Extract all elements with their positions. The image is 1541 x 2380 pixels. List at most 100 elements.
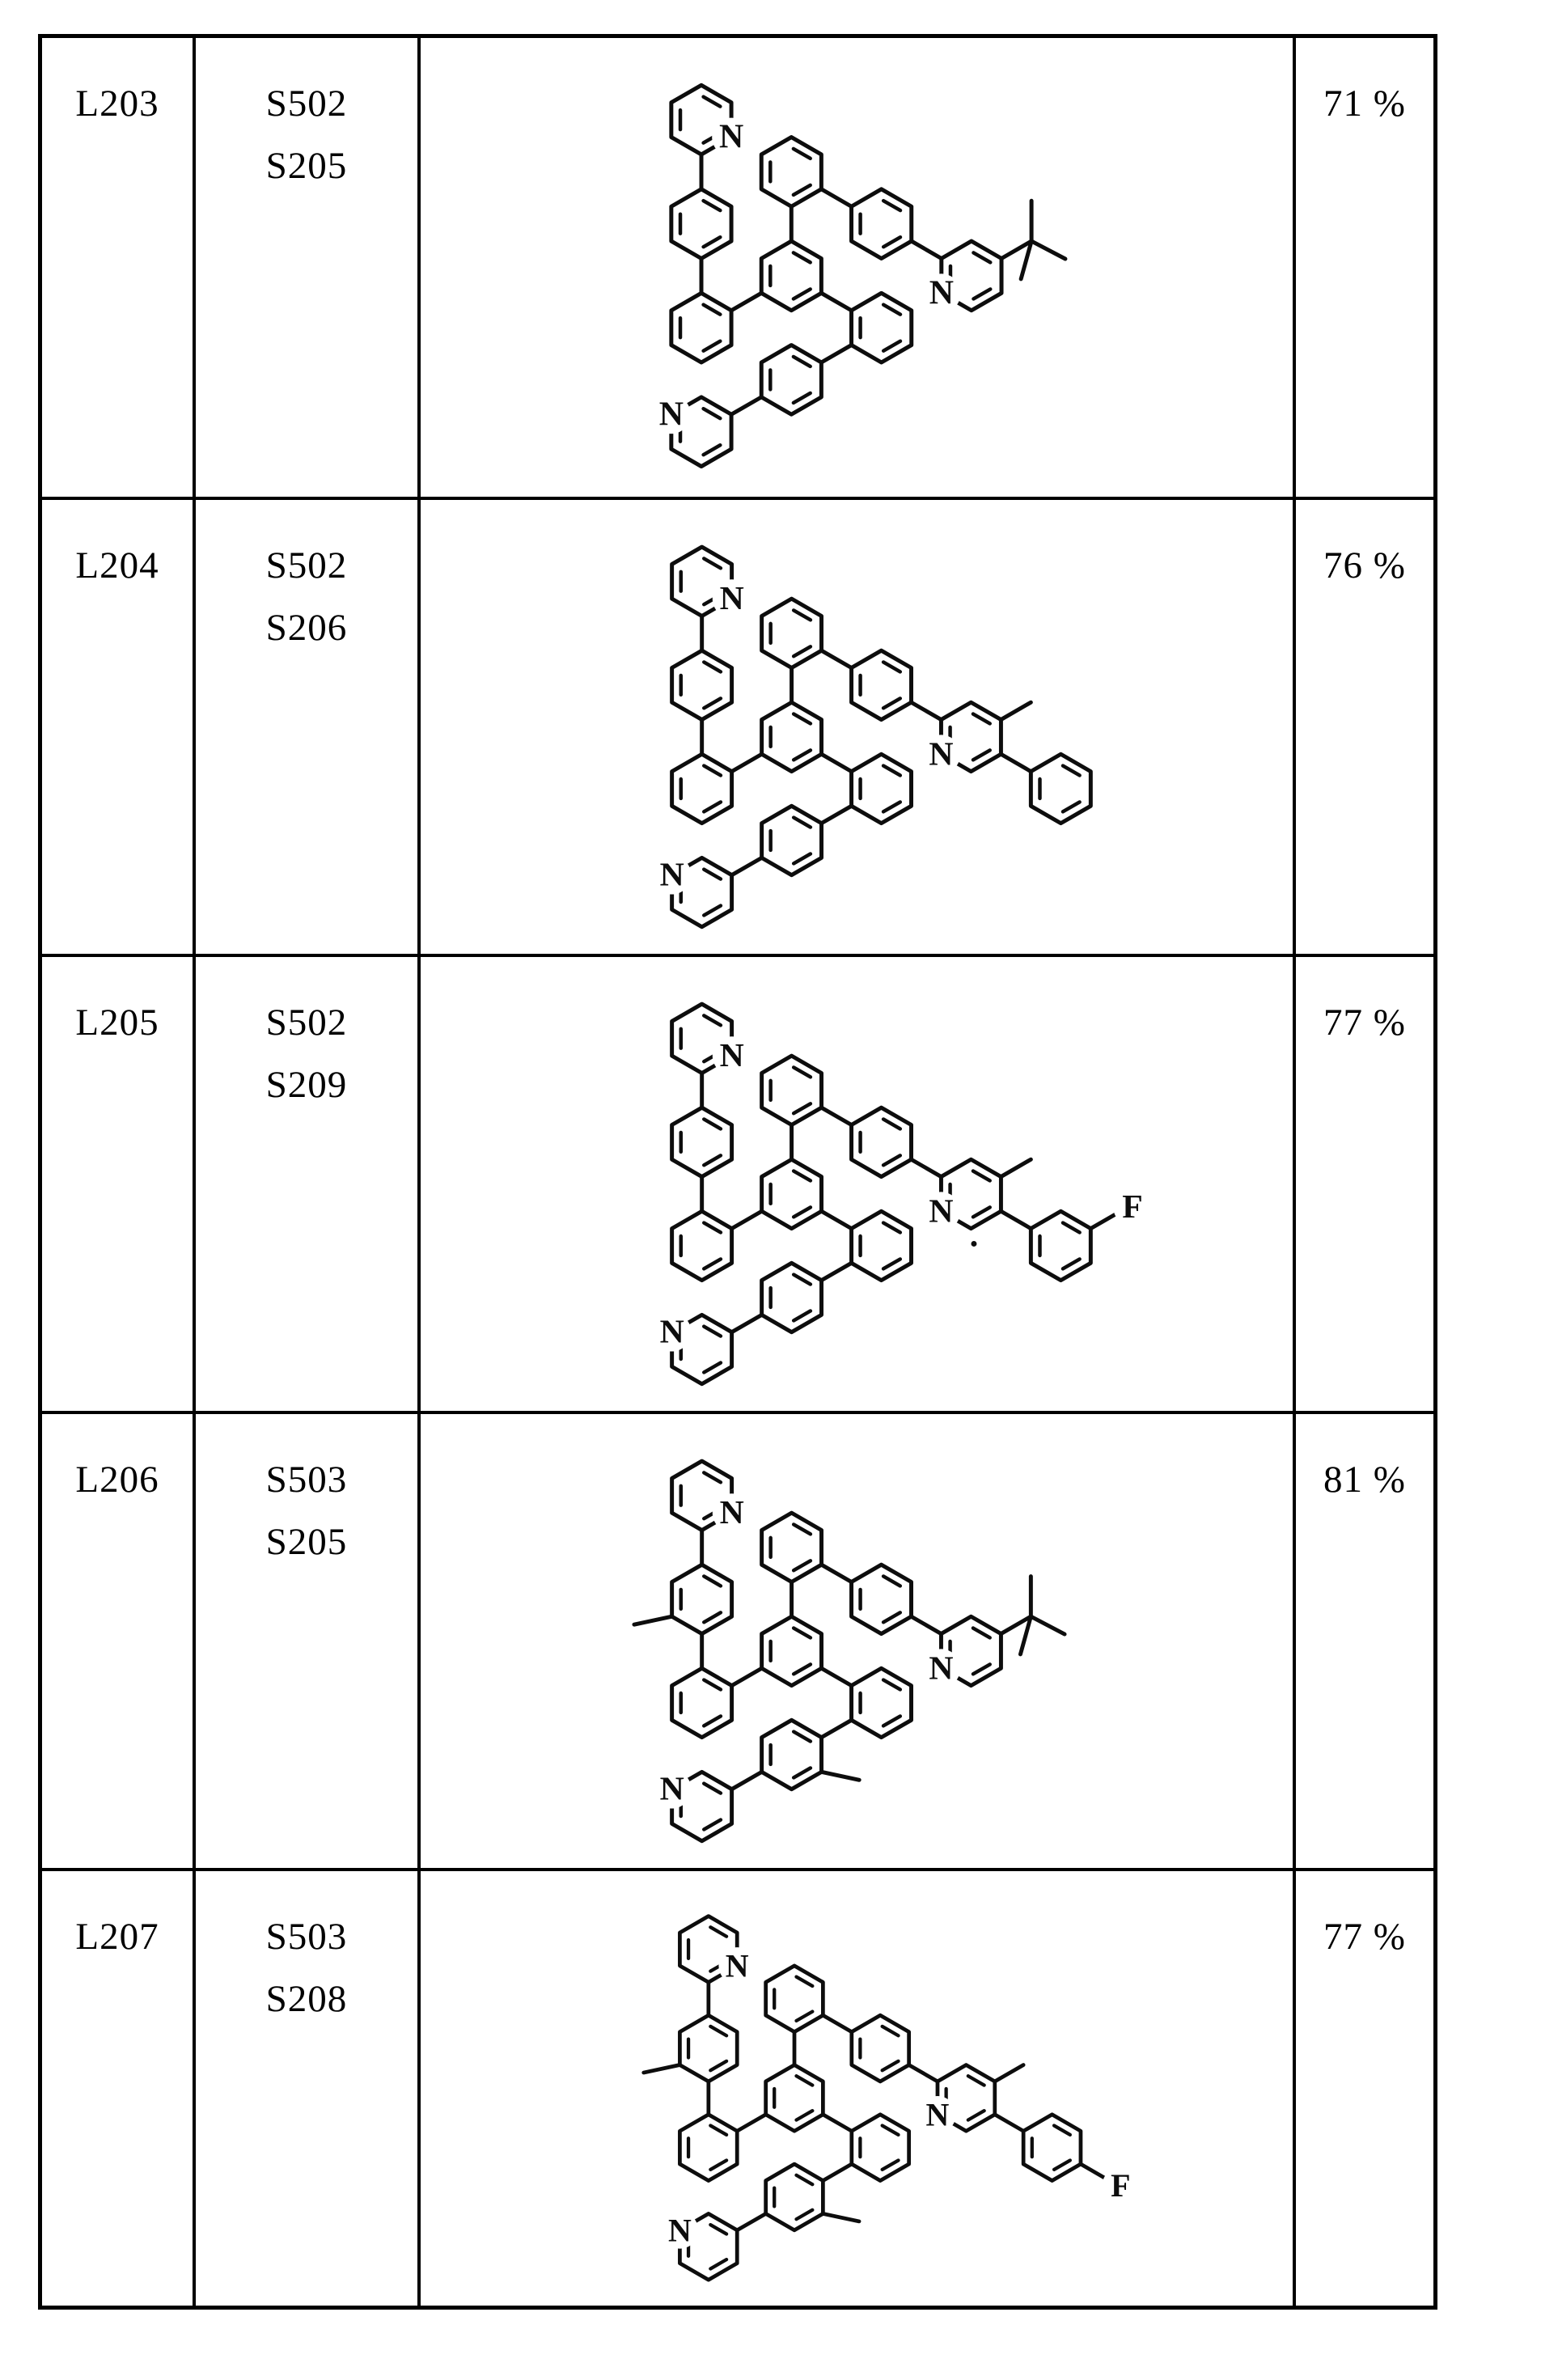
bond bbox=[729, 395, 764, 417]
bond bbox=[791, 1065, 813, 1079]
bond bbox=[1029, 239, 1068, 261]
bond bbox=[880, 2158, 900, 2172]
benzene-ring bbox=[760, 1717, 823, 1792]
yield-cell: 76 % bbox=[1296, 500, 1433, 957]
bond bbox=[791, 1273, 813, 1286]
bond bbox=[791, 1522, 813, 1536]
reactant-id: S206 bbox=[265, 607, 348, 649]
bond bbox=[972, 287, 993, 301]
label-mask bbox=[712, 579, 751, 618]
bond bbox=[971, 1169, 992, 1183]
structure-drawing-L204: N N N bbox=[652, 544, 1093, 930]
bond bbox=[730, 1312, 764, 1335]
reactants-cell: S503 S205 bbox=[196, 1414, 421, 1871]
bond bbox=[791, 1730, 813, 1743]
print-dot bbox=[971, 1240, 977, 1247]
bond bbox=[1060, 1257, 1082, 1271]
benzene-ring bbox=[760, 596, 823, 671]
structure-cell: N N N bbox=[421, 1414, 1296, 1871]
bond bbox=[1088, 1211, 1120, 1231]
structure-drawing-L205: F N N N bbox=[652, 1002, 1152, 1387]
bond bbox=[998, 1209, 1033, 1231]
benzene-ring bbox=[849, 648, 914, 722]
benzene-ring bbox=[669, 290, 734, 365]
bond bbox=[735, 2212, 768, 2233]
bond bbox=[881, 1154, 903, 1167]
bond bbox=[880, 2059, 900, 2073]
bond bbox=[794, 2109, 815, 2122]
benzene-ring bbox=[759, 239, 823, 313]
bond bbox=[881, 1714, 903, 1728]
bond bbox=[819, 752, 854, 774]
bond bbox=[791, 1309, 813, 1323]
bond bbox=[819, 1209, 854, 1231]
label-mask bbox=[652, 1769, 692, 1809]
bond bbox=[702, 660, 723, 674]
bond bbox=[632, 1614, 675, 1627]
label-mask bbox=[921, 1649, 961, 1688]
bond bbox=[791, 645, 813, 659]
bond bbox=[880, 2124, 900, 2137]
bond bbox=[794, 1975, 815, 1988]
bond bbox=[702, 1257, 723, 1271]
bond bbox=[641, 2063, 682, 2075]
nitrogen-label: N bbox=[660, 1314, 684, 1351]
bond bbox=[881, 1117, 903, 1131]
bond bbox=[909, 239, 944, 260]
bond bbox=[709, 2059, 729, 2073]
benzene-ring bbox=[760, 700, 823, 774]
bond bbox=[730, 1769, 764, 1792]
bond bbox=[735, 2112, 768, 2133]
bond bbox=[794, 2074, 815, 2087]
benzene-ring bbox=[764, 2063, 825, 2133]
bond bbox=[819, 1105, 854, 1128]
bond bbox=[791, 183, 812, 197]
ligand-id: L205 bbox=[75, 1002, 159, 1044]
bond bbox=[791, 287, 812, 301]
bond bbox=[819, 343, 854, 365]
bond bbox=[971, 1205, 992, 1219]
bond bbox=[881, 198, 903, 213]
bond bbox=[1060, 800, 1082, 814]
bond bbox=[998, 1614, 1033, 1637]
reactants-cell: S503 S208 bbox=[196, 1871, 421, 2306]
bond bbox=[819, 803, 854, 826]
bond bbox=[820, 2013, 854, 2035]
bond bbox=[701, 303, 722, 316]
benzene-ring bbox=[849, 290, 914, 365]
bond bbox=[702, 1221, 723, 1234]
bond bbox=[881, 339, 903, 353]
nitrogen-label: N bbox=[929, 274, 954, 311]
bond bbox=[820, 2212, 862, 2224]
bond bbox=[702, 1361, 723, 1374]
label-mask bbox=[661, 2212, 699, 2249]
bond bbox=[819, 1562, 854, 1585]
benzene-ring bbox=[670, 1002, 735, 1075]
bond bbox=[909, 1157, 943, 1179]
bond bbox=[702, 1818, 723, 1832]
compound-table: L203 S502 S205 N N N 71 % L204 S502 S206 N… bbox=[38, 34, 1437, 2310]
bond bbox=[701, 443, 722, 457]
benzene-ring bbox=[849, 1562, 914, 1637]
benzene-ring bbox=[678, 1914, 739, 1984]
bond bbox=[702, 764, 723, 777]
nitrogen-label: N bbox=[726, 1947, 749, 1984]
bond bbox=[999, 239, 1034, 260]
bond bbox=[702, 557, 723, 570]
reactant-id: S205 bbox=[265, 145, 348, 187]
benzene-ring bbox=[760, 803, 823, 878]
benzene-ring bbox=[670, 648, 735, 722]
label-mask bbox=[919, 2096, 956, 2133]
bond bbox=[881, 800, 903, 814]
bond bbox=[791, 608, 813, 622]
bond bbox=[701, 198, 722, 213]
yield-cell: 77 % bbox=[1296, 1871, 1433, 2306]
bond bbox=[881, 1678, 903, 1692]
bond bbox=[881, 1611, 903, 1624]
ligand-id: L207 bbox=[75, 1916, 159, 1958]
bond bbox=[791, 1766, 813, 1780]
structure-cell: N N N bbox=[421, 500, 1296, 957]
bond bbox=[1060, 1221, 1082, 1234]
bond bbox=[701, 235, 722, 249]
bond bbox=[730, 1666, 764, 1688]
